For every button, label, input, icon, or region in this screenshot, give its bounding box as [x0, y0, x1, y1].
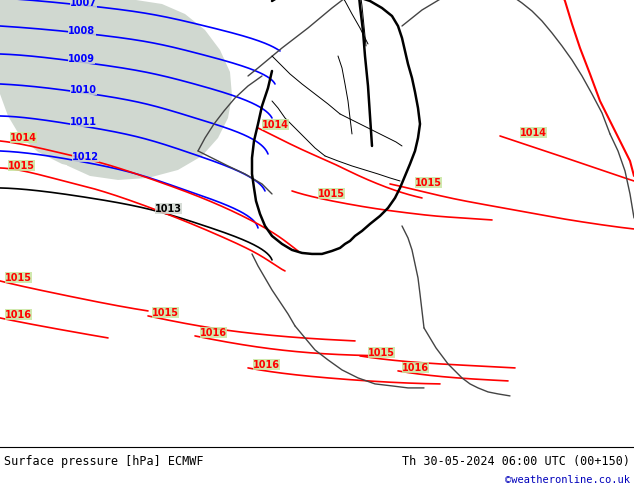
Text: 1015: 1015 [318, 189, 345, 199]
Text: 1013: 1013 [155, 204, 182, 214]
Text: 1014: 1014 [520, 128, 547, 138]
Polygon shape [0, 0, 232, 180]
Text: ©weatheronline.co.uk: ©weatheronline.co.uk [505, 475, 630, 485]
Text: 1015: 1015 [8, 161, 35, 171]
Text: Th 30-05-2024 06:00 UTC (00+150): Th 30-05-2024 06:00 UTC (00+150) [402, 455, 630, 468]
Text: 1016: 1016 [253, 360, 280, 370]
Text: 1016: 1016 [402, 363, 429, 373]
Text: 1016: 1016 [200, 328, 227, 338]
Text: 1015: 1015 [368, 348, 395, 358]
Text: 1015: 1015 [415, 178, 442, 188]
Text: 1008: 1008 [68, 26, 95, 36]
Text: 1007: 1007 [70, 0, 97, 8]
Text: 1009: 1009 [68, 54, 95, 64]
Text: 1014: 1014 [262, 120, 289, 130]
Text: 1014: 1014 [10, 133, 37, 143]
Text: 1015: 1015 [152, 308, 179, 318]
Text: 1011: 1011 [70, 117, 97, 127]
Text: 1016: 1016 [5, 310, 32, 320]
Text: 1010: 1010 [70, 85, 97, 95]
Text: Surface pressure [hPa] ECMWF: Surface pressure [hPa] ECMWF [4, 455, 204, 468]
Text: 1015: 1015 [5, 273, 32, 283]
Text: 1012: 1012 [72, 152, 99, 162]
